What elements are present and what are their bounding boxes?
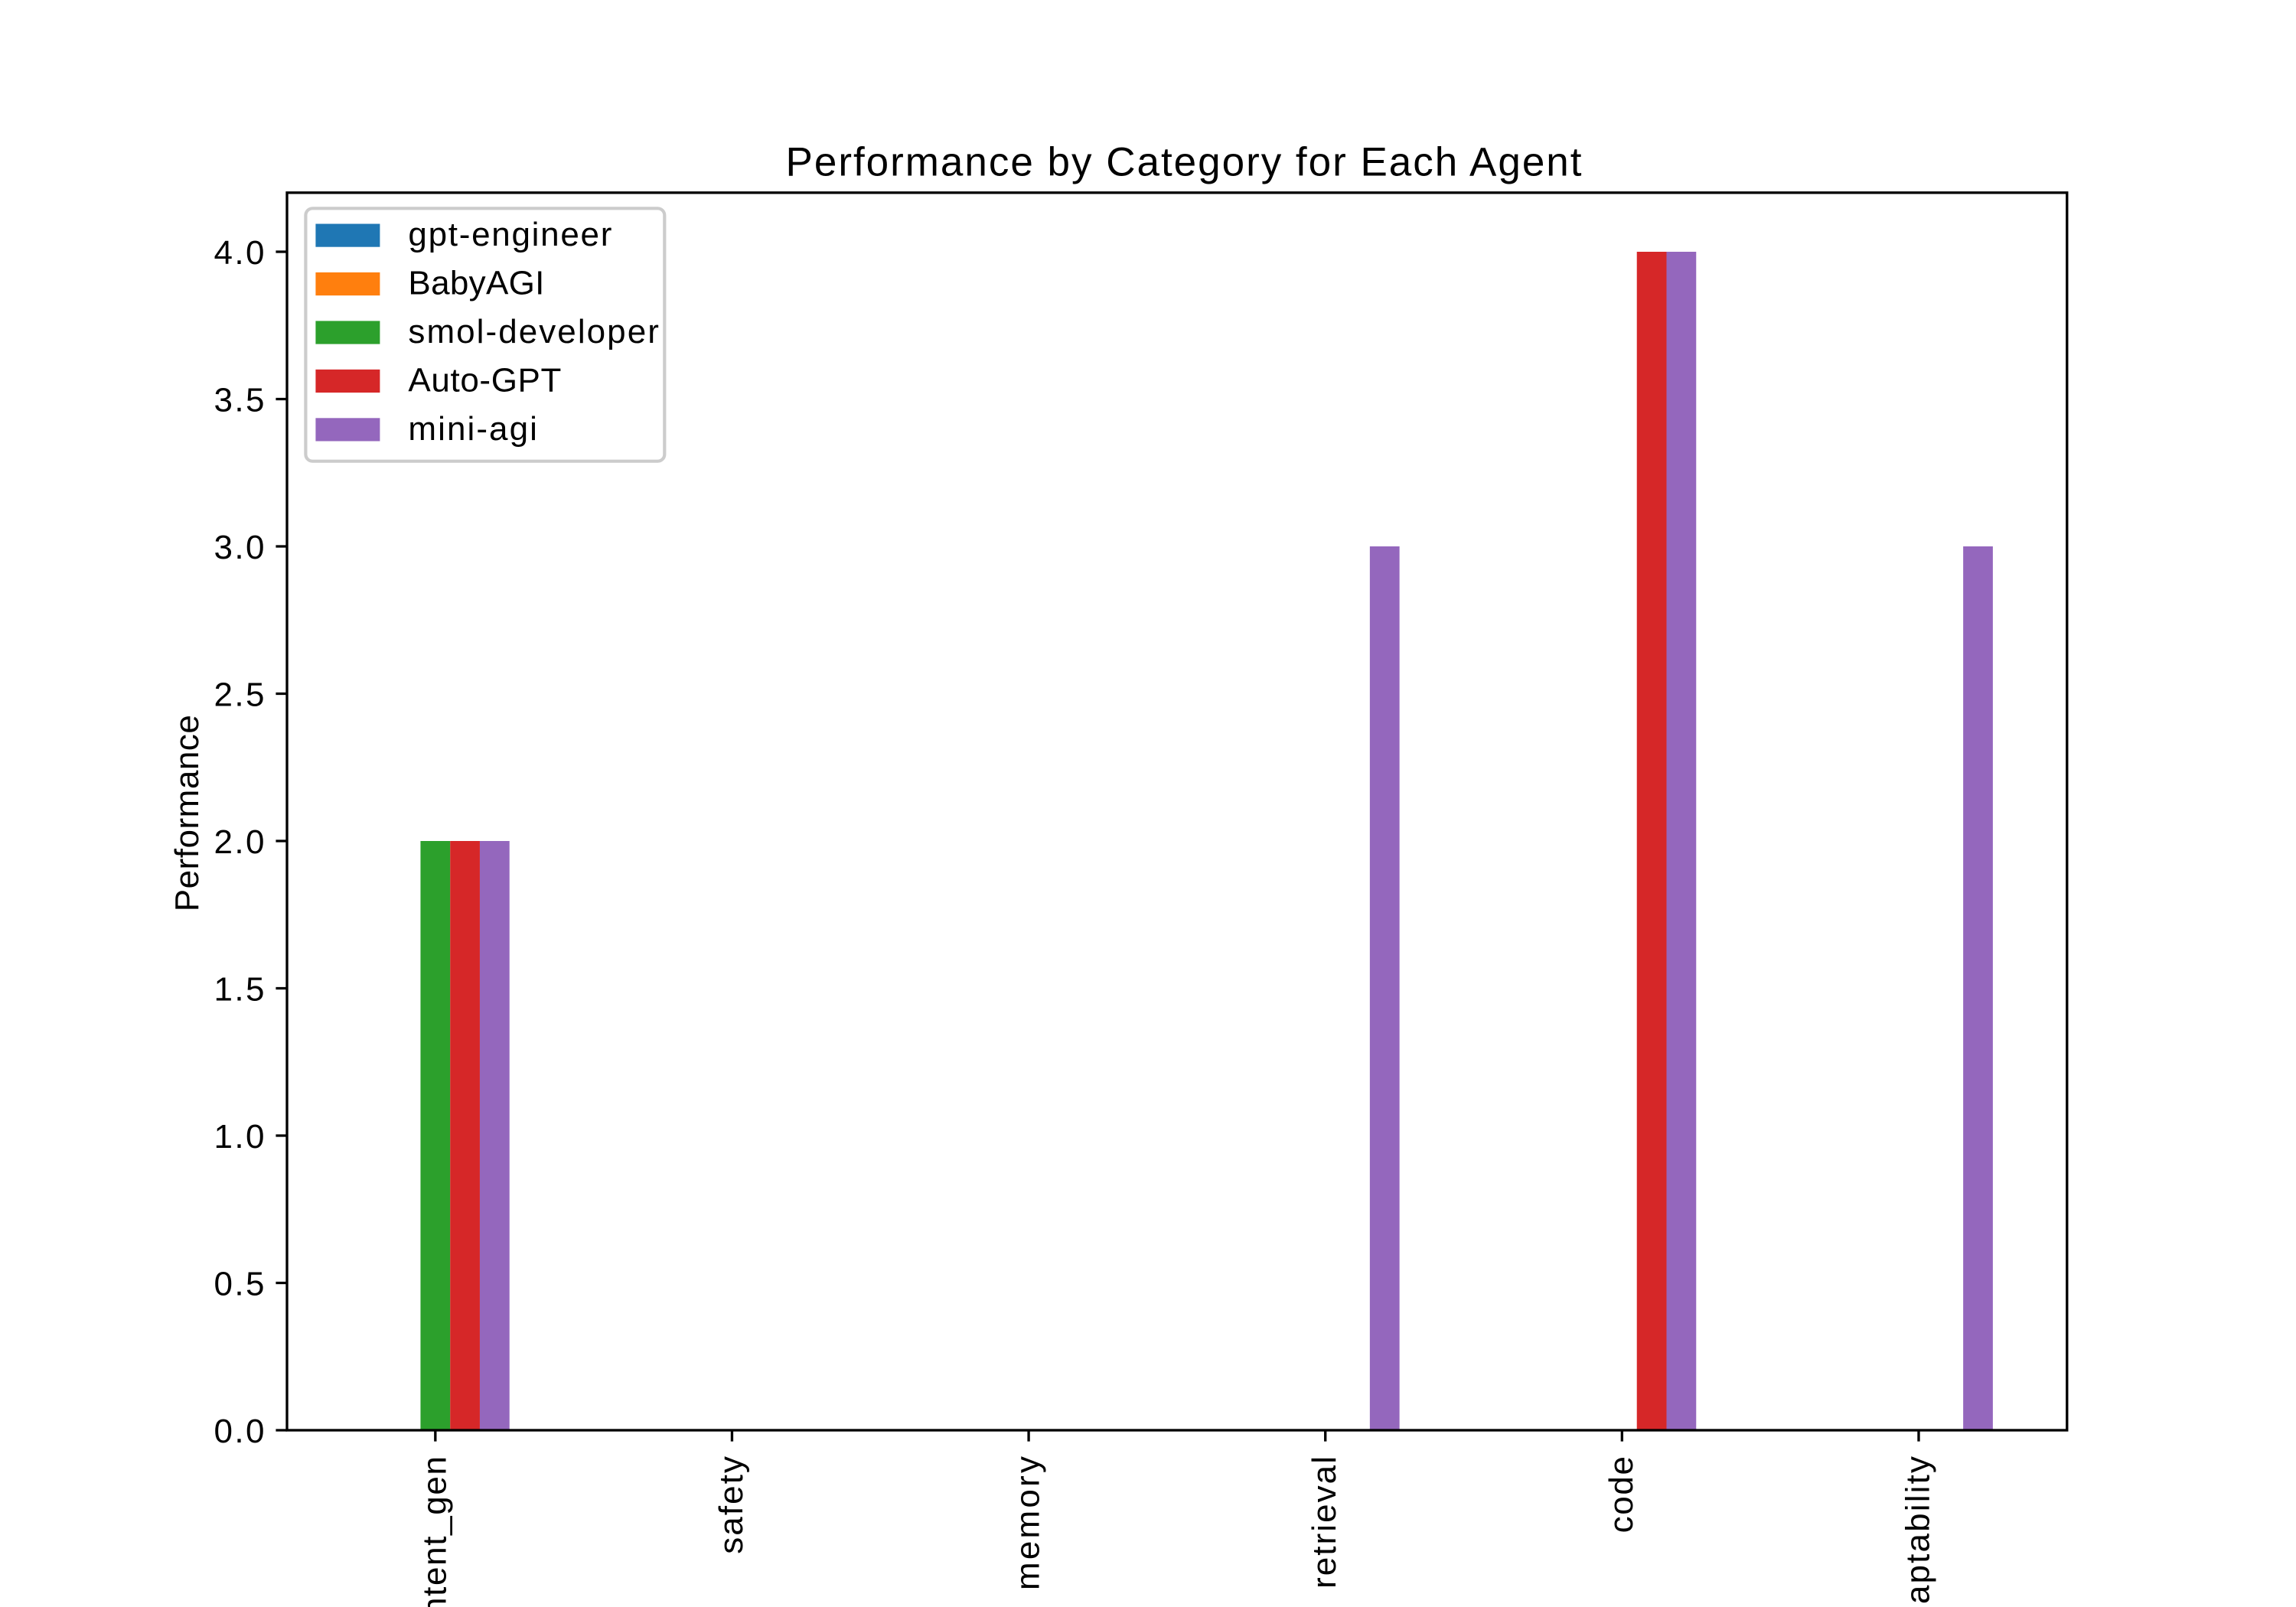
svg-text:content_gen: content_gen xyxy=(416,1456,453,1607)
svg-text:2.5: 2.5 xyxy=(214,676,265,714)
svg-text:gpt-engineer: gpt-engineer xyxy=(408,216,612,253)
svg-text:smol-developer: smol-developer xyxy=(408,313,659,350)
svg-text:3.0: 3.0 xyxy=(214,529,265,566)
svg-text:Auto-GPT: Auto-GPT xyxy=(408,361,561,399)
svg-text:retrieval: retrieval xyxy=(1306,1456,1343,1589)
svg-text:adaptability: adaptability xyxy=(1899,1456,1936,1607)
svg-text:Performance by Category for Ea: Performance by Category for Each Agent xyxy=(786,139,1582,184)
svg-text:2.0: 2.0 xyxy=(214,823,265,861)
svg-text:0.0: 0.0 xyxy=(214,1413,265,1450)
svg-text:1.5: 1.5 xyxy=(214,971,265,1009)
svg-text:BabyAGI: BabyAGI xyxy=(408,264,544,302)
svg-text:code: code xyxy=(1603,1456,1640,1533)
svg-text:4.0: 4.0 xyxy=(214,234,265,272)
svg-text:Performance: Performance xyxy=(168,715,206,911)
svg-text:0.5: 0.5 xyxy=(214,1266,265,1303)
svg-text:memory: memory xyxy=(1009,1456,1047,1590)
svg-text:3.5: 3.5 xyxy=(214,382,265,419)
svg-text:mini-agi: mini-agi xyxy=(408,410,537,448)
svg-text:1.0: 1.0 xyxy=(214,1118,265,1156)
